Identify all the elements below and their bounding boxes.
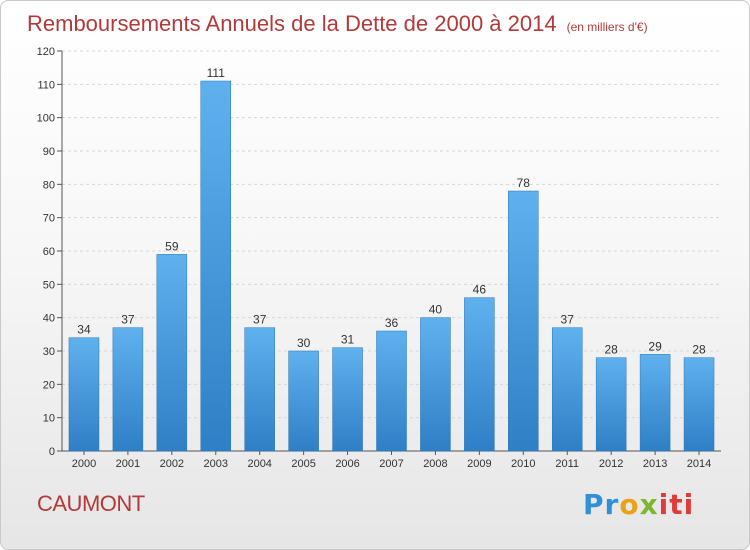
logo-part-2: o (619, 488, 640, 521)
x-tick-label-2007: 2007 (379, 458, 403, 470)
bar-2009 (464, 297, 495, 452)
value-label-2002: 59 (165, 239, 179, 253)
x-tick-label-2012: 2012 (599, 458, 623, 470)
x-tick-label-2001: 2001 (116, 458, 140, 470)
bar-2010 (508, 190, 539, 452)
value-label-2000: 34 (77, 323, 91, 337)
x-tick-label-2000: 2000 (72, 458, 96, 470)
bar-2000 (68, 337, 100, 452)
y-tick-label: 70 (43, 213, 55, 225)
x-tick-label-2006: 2006 (335, 458, 359, 470)
title-main: Remboursements Annuels de la Dette de 20… (27, 11, 557, 36)
y-tick-label: 0 (49, 446, 55, 458)
value-label-2010: 78 (517, 176, 531, 190)
y-tick-label: 10 (43, 413, 55, 425)
commune-name: CAUMONT (37, 491, 145, 516)
value-label-2003: 111 (207, 66, 226, 80)
bar-2012 (595, 357, 627, 452)
bar-2011 (551, 327, 583, 452)
y-tick-label: 50 (43, 279, 55, 291)
x-tick-label-2009: 2009 (467, 458, 491, 470)
y-tick-label: 40 (43, 313, 55, 325)
value-label-2001: 37 (121, 313, 135, 327)
logo-part-3: x (639, 488, 659, 521)
y-tick-label: 80 (43, 179, 55, 191)
bar-2008 (420, 317, 451, 452)
bar-2001 (112, 327, 144, 452)
logo-part-4: iti (658, 488, 695, 521)
bar-2002 (156, 254, 188, 452)
x-tick-label-2004: 2004 (247, 458, 271, 470)
y-tick-label: 60 (43, 246, 55, 258)
x-tick-label-2002: 2002 (160, 458, 184, 470)
x-tick-label-2014: 2014 (687, 458, 711, 470)
logo-part-1: Pr (583, 488, 620, 521)
value-label-2013: 29 (648, 339, 662, 353)
chart-title: Remboursements Annuels de la Dette de 20… (27, 7, 727, 41)
y-tick-label: 20 (43, 379, 55, 391)
value-label-2006: 31 (341, 333, 355, 347)
value-label-2014: 28 (692, 343, 706, 357)
x-tick-label-2008: 2008 (423, 458, 447, 470)
x-tick-label-2011: 2011 (555, 458, 579, 470)
x-tick-label-2013: 2013 (643, 458, 667, 470)
y-tick-label: 110 (37, 79, 55, 91)
x-tick-label-2005: 2005 (291, 458, 315, 470)
value-label-2007: 36 (385, 316, 399, 330)
y-tick-label: 100 (37, 113, 55, 125)
bar-2005 (288, 350, 319, 452)
proxiti-logo: Proxiti (583, 488, 694, 521)
bar-2003 (200, 80, 232, 452)
value-label-2008: 40 (429, 303, 443, 317)
bar-2014 (683, 357, 715, 452)
value-label-2005: 30 (297, 336, 311, 350)
bar-2004 (244, 327, 275, 452)
value-label-2011: 37 (561, 313, 575, 327)
bar-2013 (639, 354, 671, 452)
y-tick-label: 120 (37, 46, 55, 58)
labels: 0 10 20 30 40 50 60 70 80 90 100 110 120 34 2000 37 2001… (37, 46, 712, 470)
value-label-2012: 28 (604, 343, 618, 357)
bar-2007 (376, 330, 407, 452)
value-label-2004: 37 (253, 313, 267, 327)
title-subtitle: (en milliers d'€) (566, 20, 648, 34)
x-tick-label-2010: 2010 (511, 458, 535, 470)
bars (68, 80, 715, 452)
y-tick-label: 90 (43, 146, 55, 158)
value-label-2009: 46 (473, 283, 487, 297)
x-tick-label-2003: 2003 (204, 458, 228, 470)
bar-2006 (332, 347, 363, 452)
y-tick-label: 30 (43, 346, 55, 358)
